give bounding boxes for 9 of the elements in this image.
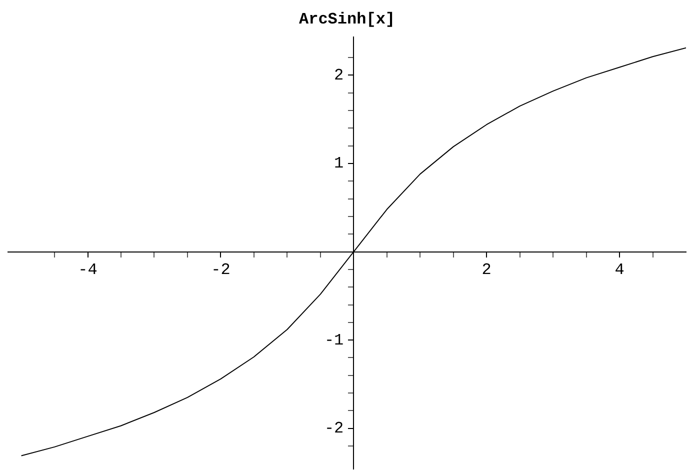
- x-tick-label: 4: [614, 261, 624, 280]
- y-tick-label: 2: [334, 66, 344, 84]
- y-tick-label: -1: [324, 331, 344, 350]
- y-tick-label: 1: [334, 154, 344, 173]
- chart-title: ArcSinh[x]: [298, 10, 396, 29]
- y-tick-label: -2: [324, 420, 344, 438]
- x-tick-label: -4: [78, 261, 98, 280]
- x-tick-label: -2: [211, 261, 230, 280]
- x-tick-label: 2: [482, 261, 492, 280]
